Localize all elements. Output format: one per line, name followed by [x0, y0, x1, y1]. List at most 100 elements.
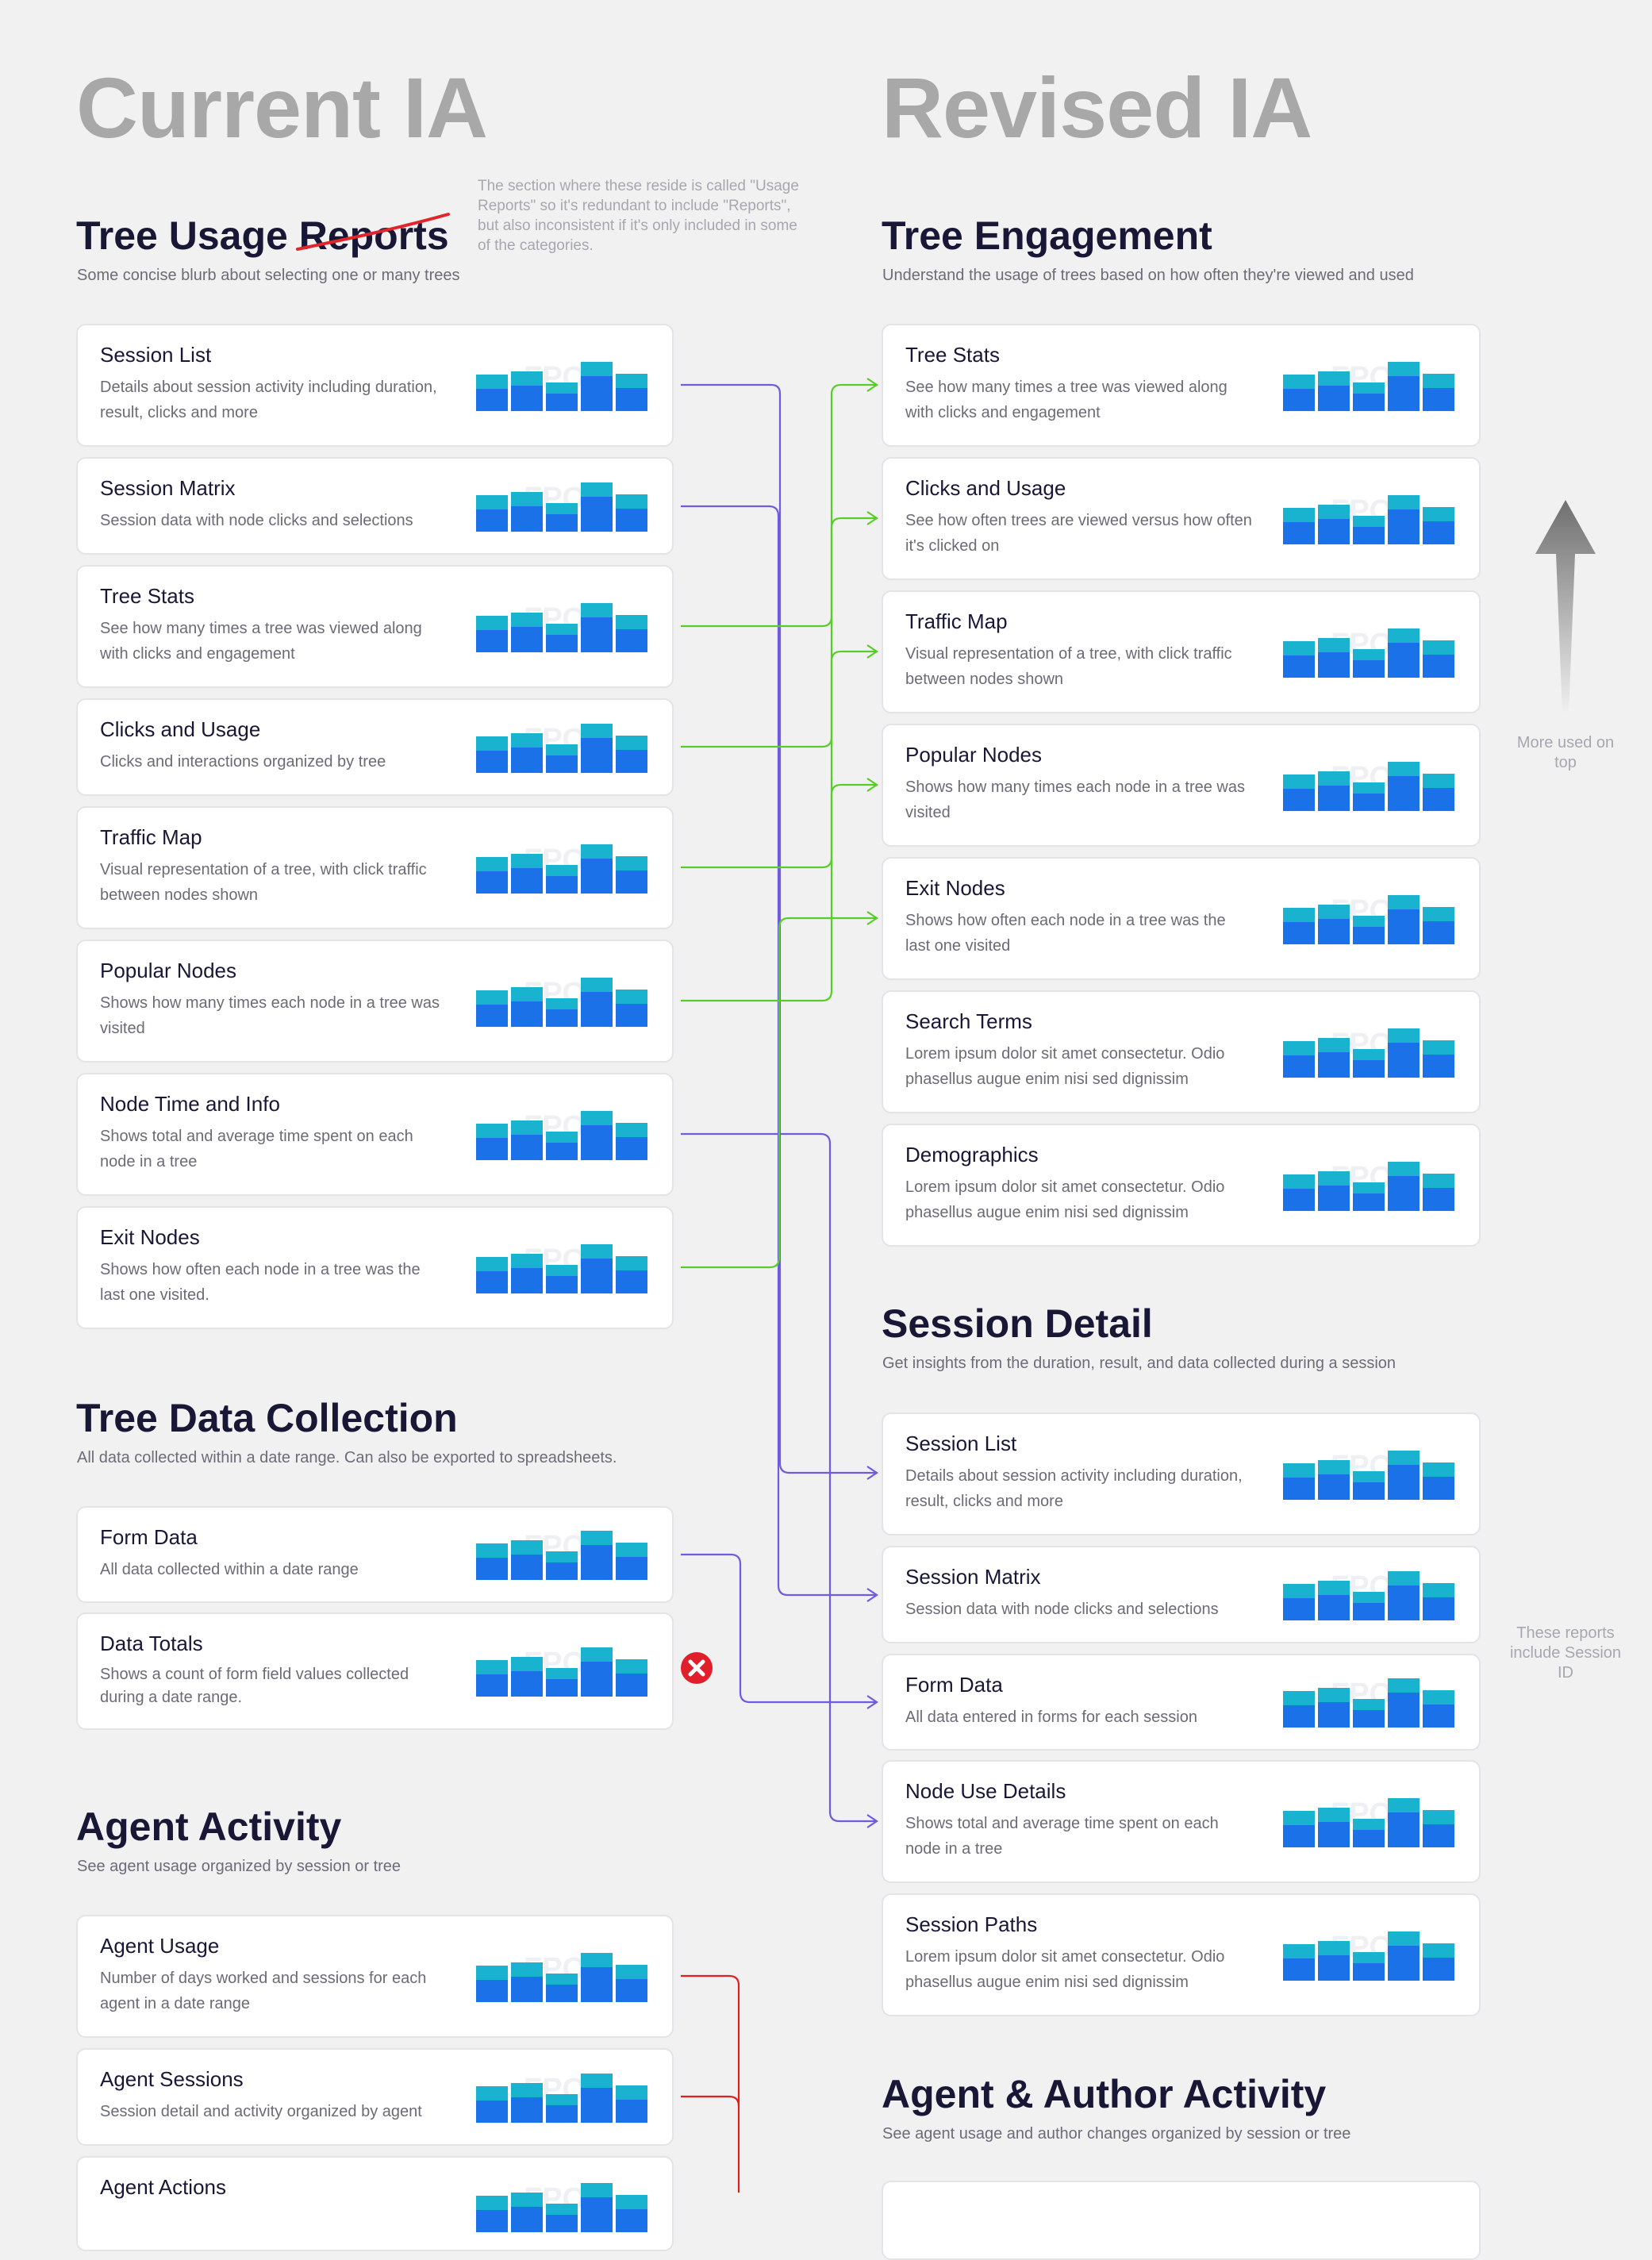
thumb-bar-base [616, 1674, 647, 1697]
card-description: Shows a count of form field values colle… [100, 1666, 409, 1706]
card-description: Clicks and interactions organized by tre… [100, 753, 386, 771]
card-title: Traffic Map [905, 609, 1008, 633]
thumb-bar-base [1388, 1945, 1420, 1981]
chart-thumbnail-icon: FPO [1283, 1450, 1454, 1500]
thumb-bar-base [476, 1558, 508, 1580]
thumb-bar-base [1423, 1476, 1454, 1500]
card-revised-clicks-and-usage[interactable]: Clicks and Usage See how often trees are… [882, 457, 1481, 580]
thumb-bar-base [1388, 1693, 1420, 1728]
card-revised-form-data[interactable]: Form Data All data entered in forms for … [882, 1654, 1481, 1751]
chart-thumbnail-icon: FPO [1283, 628, 1454, 678]
thumb-bar-base [1318, 785, 1350, 811]
thumb-bar-base [581, 2087, 613, 2123]
thumb-bar-base [616, 1270, 647, 1293]
card-current-session-list[interactable]: Session List Details about session activ… [76, 324, 674, 447]
thumb-bar-base [581, 1124, 613, 1160]
card-revised-agent-author-first[interactable] [882, 2181, 1481, 2260]
card-revised-popular-nodes[interactable]: Popular Nodes Shows how many times each … [882, 724, 1481, 847]
thumb-bar-base [616, 870, 647, 894]
thumb-bar-base [546, 1679, 578, 1697]
thumb-bar-base [476, 2210, 508, 2232]
thumb-bar-base [581, 737, 613, 773]
card-revised-session-list[interactable]: Session List Details about session activ… [882, 1412, 1481, 1535]
thumb-bar-base [1353, 1710, 1385, 1728]
card-title: Exit Nodes [100, 1225, 200, 1249]
thumb-bar-base [581, 1662, 613, 1697]
thumb-bar-base [581, 617, 613, 652]
strikethrough-mark [295, 213, 450, 251]
chart-thumbnail-icon: FPO [476, 602, 647, 652]
card-current-agent-usage[interactable]: Agent Usage Number of days worked and se… [76, 1915, 674, 2038]
card-current-tree-stats[interactable]: Tree Stats See how many times a tree was… [76, 565, 674, 688]
thumb-bar-base [1283, 655, 1315, 678]
chart-thumbnail-icon: FPO [476, 361, 647, 411]
thumb-bar-base [1423, 521, 1454, 544]
card-current-form-data[interactable]: Form Data All data collected within a da… [76, 1506, 674, 1603]
section-title-prefix: Tree Usage [76, 213, 299, 258]
thumb-bar-base [1353, 526, 1385, 544]
thumb-bar-base [546, 1275, 578, 1293]
card-current-traffic-map[interactable]: Traffic Map Visual representation of a t… [76, 806, 674, 929]
thumb-bar-base [1353, 1602, 1385, 1620]
card-current-agent-actions[interactable]: Agent Actions FPO [76, 2156, 674, 2251]
thumb-bar-base [476, 1979, 508, 2002]
card-title: Agent Actions [100, 2175, 226, 2199]
thumb-bar-base [1423, 1187, 1454, 1211]
card-current-data-totals[interactable]: Data Totals Shows a count of form field … [76, 1612, 674, 1730]
thumb-bar-base [1283, 1597, 1315, 1620]
thumb-bar-base [1388, 375, 1420, 411]
card-description: Visual representation of a tree, with cl… [905, 645, 1232, 688]
card-current-session-matrix[interactable]: Session Matrix Session data with node cl… [76, 457, 674, 555]
card-description: See how many times a tree was viewed alo… [905, 379, 1227, 421]
thumb-bar-base [511, 505, 543, 532]
card-revised-demographics[interactable]: Demographics Lorem ipsum dolor sit amet … [882, 1124, 1481, 1247]
thumb-bar-base [476, 1137, 508, 1160]
thumb-bar-base [546, 2215, 578, 2232]
current-ia-title: Current IA [76, 60, 488, 156]
card-revised-search-terms[interactable]: Search Terms Lorem ipsum dolor sit amet … [882, 990, 1481, 1113]
card-current-exit-nodes[interactable]: Exit Nodes Shows how often each node in … [76, 1206, 674, 1329]
card-revised-session-paths[interactable]: Session Paths Lorem ipsum dolor sit amet… [882, 1893, 1481, 2016]
card-revised-traffic-map[interactable]: Traffic Map Visual representation of a t… [882, 590, 1481, 713]
chart-thumbnail-icon: FPO [1283, 361, 1454, 411]
card-description: Lorem ipsum dolor sit amet consectetur. … [905, 1045, 1225, 1088]
card-title: Demographics [905, 1143, 1039, 1167]
thumb-bar-base [511, 1001, 543, 1027]
card-description: Shows how many times each node in a tree… [905, 778, 1245, 821]
thumb-bar-base [1423, 654, 1454, 678]
thumb-bar-base [511, 867, 543, 894]
thumb-bar-base [1423, 921, 1454, 944]
thumb-bar-base [581, 858, 613, 894]
thumb-bar-base [476, 750, 508, 773]
chart-thumbnail-icon: FPO [476, 1530, 647, 1580]
thumb-bar-base [511, 385, 543, 411]
thumb-bar-base [616, 628, 647, 652]
thumb-bar-base [511, 747, 543, 773]
card-description: See how often trees are viewed versus ho… [905, 512, 1252, 555]
card-current-node-time-and-info[interactable]: Node Time and Info Shows total and avera… [76, 1073, 674, 1196]
card-description: Visual representation of a tree, with cl… [100, 861, 427, 904]
card-revised-tree-stats[interactable]: Tree Stats See how many times a tree was… [882, 324, 1481, 447]
thumb-bar-base [1423, 1957, 1454, 1981]
card-revised-node-use-details[interactable]: Node Use Details Shows total and average… [882, 1760, 1481, 1883]
thumb-bar-base [1388, 1042, 1420, 1078]
chart-thumbnail-icon: FPO [476, 1952, 647, 2002]
card-current-agent-sessions[interactable]: Agent Sessions Session detail and activi… [76, 2048, 674, 2146]
card-current-popular-nodes[interactable]: Popular Nodes Shows how many times each … [76, 940, 674, 1063]
card-revised-session-matrix[interactable]: Session Matrix Session data with node cl… [882, 1546, 1481, 1643]
thumb-bar-base [1353, 1829, 1385, 1847]
thumb-bar-base [1423, 387, 1454, 411]
card-current-clicks-and-usage[interactable]: Clicks and Usage Clicks and interactions… [76, 698, 674, 796]
thumb-bar-base [1283, 1824, 1315, 1847]
card-revised-exit-nodes[interactable]: Exit Nodes Shows how often each node in … [882, 857, 1481, 980]
thumb-bar-base [511, 2207, 543, 2232]
card-description: Shows how often each node in a tree was … [905, 912, 1226, 955]
thumb-bar-base [546, 393, 578, 411]
thumb-bar-base [511, 2097, 543, 2123]
thumb-bar-base [546, 1009, 578, 1027]
thumb-bar-base [511, 1267, 543, 1293]
thumb-bar-base [1388, 775, 1420, 811]
thumb-bar-base [546, 1562, 578, 1580]
thumb-bar-base [616, 2099, 647, 2123]
thumb-bar-base [1388, 509, 1420, 544]
